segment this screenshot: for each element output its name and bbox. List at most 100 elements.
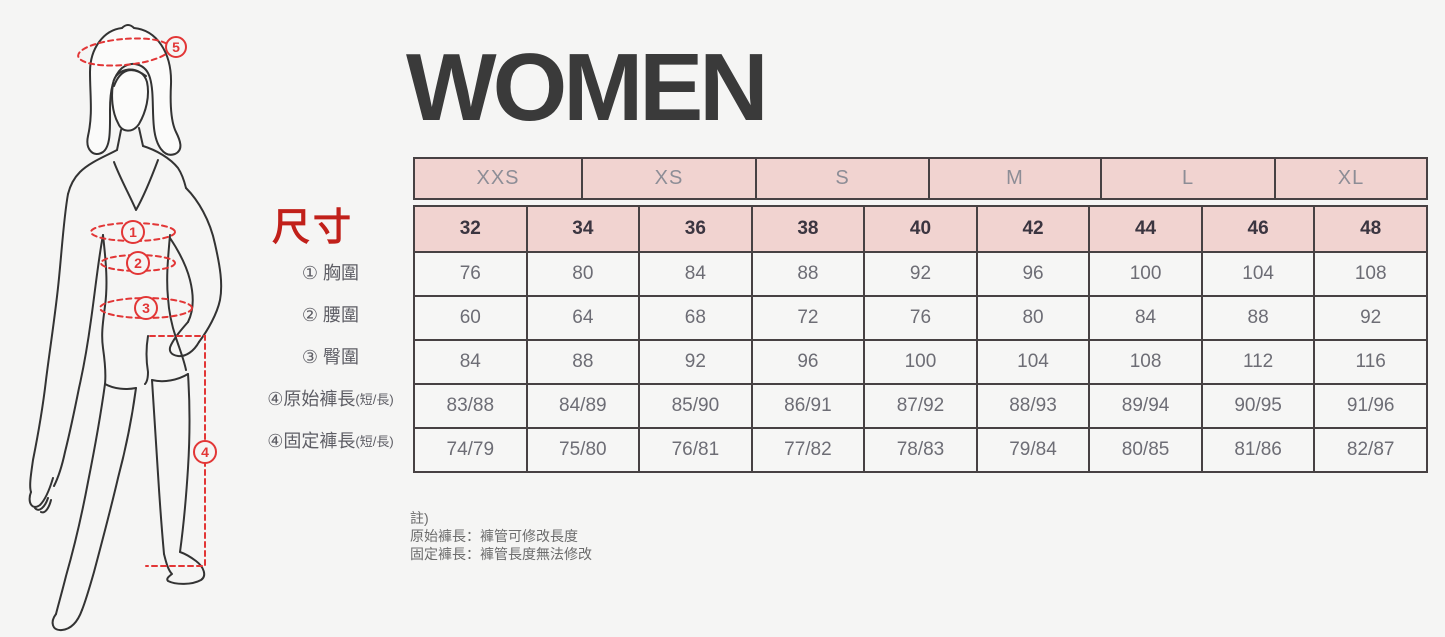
figure-hair <box>86 24 182 156</box>
row-label: ④原始褲長 (短/長) <box>267 389 394 409</box>
figure-right-arm-outer <box>185 187 223 343</box>
size-section-label: 尺寸 <box>272 207 355 249</box>
measurement-cell: 60 <box>413 295 528 341</box>
measurement-cell: 72 <box>750 295 866 341</box>
measurement-row: 60 64 68 72 76 80 84 88 92 <box>413 295 1428 341</box>
measurement-cell: 83/88 <box>413 383 528 429</box>
row-label: ④固定褲長 (短/長) <box>267 431 394 451</box>
svg-text:5: 5 <box>172 39 180 55</box>
number-size-cell: 44 <box>1088 205 1203 253</box>
figure-left-hand <box>28 477 54 514</box>
measurement-cell: 90/95 <box>1200 383 1316 429</box>
measurement-cell: 79/84 <box>975 427 1091 473</box>
measurement-cell: 92 <box>1313 295 1428 341</box>
figure-shoulder-right <box>142 145 187 189</box>
number-size-cell: 38 <box>750 205 866 253</box>
footnote-line: 原始褲長：褲管可修改長度 <box>410 528 578 544</box>
letter-size-cell: S <box>757 159 930 198</box>
measurement-cell: 75/80 <box>525 427 641 473</box>
measurement-cell: 88 <box>525 339 641 385</box>
figure-marker-5: 5 <box>165 36 187 58</box>
measurement-cell: 96 <box>975 251 1091 297</box>
figure-marker-4: 4 <box>193 440 217 464</box>
number-size-cell: 36 <box>638 205 753 253</box>
measurement-cell: 96 <box>750 339 866 385</box>
figure-marker-3: 3 <box>134 296 158 320</box>
letter-size-cell: XXS <box>415 159 583 198</box>
size-table: 32 34 36 38 40 42 44 46 48 76 80 84 88 92 96 100 104 108 6… <box>413 205 1428 473</box>
measurement-cell: 78/83 <box>863 427 978 473</box>
measurement-row: 74/79 75/80 76/81 77/82 78/83 79/84 80/85 81/86… <box>413 427 1428 473</box>
figure-left-arm-inner <box>53 234 104 487</box>
figure-right-leg-inner <box>151 379 165 555</box>
measurement-cell: 80/85 <box>1088 427 1203 473</box>
measurement-cell: 84 <box>638 251 753 297</box>
measurement-cell: 100 <box>1088 251 1203 297</box>
figure-torso-left <box>101 234 108 385</box>
measurement-row: 83/88 84/89 85/90 86/91 87/92 88/93 89/94 90/95… <box>413 383 1428 429</box>
measurement-cell: 64 <box>525 295 641 341</box>
measurement-cell: 92 <box>638 339 753 385</box>
number-size-cell: 40 <box>863 205 978 253</box>
figure-neck <box>116 127 144 151</box>
figure-hair-fringe <box>113 69 147 87</box>
footnote-heading: 註) <box>410 510 429 526</box>
size-table-column: XXS XS S M L XL 32 34 36 38 40 42 44 46 48 76 80 84 88 92 9… <box>413 157 1428 473</box>
figure-right-leg-outer <box>179 373 191 553</box>
letter-size-cell: XL <box>1337 167 1365 189</box>
svg-text:3: 3 <box>142 300 150 316</box>
number-size-cell: 42 <box>975 205 1091 253</box>
measurement-cell: 108 <box>1313 251 1428 297</box>
figure-shoulder-left <box>67 149 118 195</box>
figure-right-hand <box>168 321 200 358</box>
measurement-row: 76 80 84 88 92 96 100 104 108 <box>413 251 1428 297</box>
number-size-cell: 46 <box>1200 205 1316 253</box>
measurement-cell: 86/91 <box>750 383 866 429</box>
measurement-cell: 88 <box>750 251 866 297</box>
number-size-row: 32 34 36 38 40 42 44 46 48 <box>413 205 1428 253</box>
figure-left-leg-inner <box>81 387 137 611</box>
letter-size-header-row: XXS XS S M L XL <box>413 157 1428 200</box>
row-label: ③ 臀圍 <box>301 347 360 367</box>
page-title: WOMEN <box>406 34 769 141</box>
measurement-cell: 88/93 <box>975 383 1091 429</box>
measurement-cell: 92 <box>863 251 978 297</box>
measurement-cell: 88 <box>1200 295 1316 341</box>
measurement-cell: 68 <box>638 295 753 341</box>
measurement-cell: 84/89 <box>525 383 641 429</box>
measurement-cell: 112 <box>1200 339 1316 385</box>
letter-size-cell: L <box>1102 159 1276 198</box>
number-size-cell: 34 <box>525 205 641 253</box>
measurement-cell: 77/82 <box>750 427 866 473</box>
figure-left-foot <box>51 609 83 632</box>
svg-text:2: 2 <box>134 255 142 271</box>
size-guide-block: ① 胸圍 ② 腰圍 ③ 臀圍 ④原始褲長 (短/長) ④固定褲長 (短/長) XXS XS S M… <box>248 157 1428 473</box>
measurement-cell: 104 <box>1200 251 1316 297</box>
measurement-cell: 89/94 <box>1088 383 1203 429</box>
number-size-cell: 32 <box>413 205 528 253</box>
measurement-cell: 74/79 <box>413 427 528 473</box>
svg-text:1: 1 <box>129 224 137 240</box>
figure-vneck <box>113 159 159 211</box>
figure-shorts <box>104 335 189 390</box>
figure-left-leg-outer <box>55 383 106 615</box>
footnotes: 註) 原始褲長：褲管可修改長度 固定褲長：褲管長度無法修改 <box>410 509 592 563</box>
figure-left-arm-outer <box>29 193 69 493</box>
measurement-cell: 91/96 <box>1313 383 1428 429</box>
letter-size-cell: XS <box>583 159 757 198</box>
row-label: ① 胸圍 <box>301 263 360 283</box>
measurement-cell: 87/92 <box>863 383 978 429</box>
figure-marker-1: 1 <box>121 220 145 244</box>
measurement-cell: 100 <box>863 339 978 385</box>
measurement-cell: 116 <box>1313 339 1428 385</box>
measurement-cell: 85/90 <box>638 383 753 429</box>
measurement-cell: 76/81 <box>638 427 753 473</box>
measurement-cell: 82/87 <box>1313 427 1428 473</box>
measurement-cell: 81/86 <box>1200 427 1316 473</box>
measurement-cell: 80 <box>525 251 641 297</box>
measurement-cell: 108 <box>1088 339 1203 385</box>
measurement-cell: 104 <box>975 339 1091 385</box>
measurement-cell: 80 <box>975 295 1091 341</box>
body-measurement-figure: 5 1 2 3 4 <box>28 24 223 632</box>
